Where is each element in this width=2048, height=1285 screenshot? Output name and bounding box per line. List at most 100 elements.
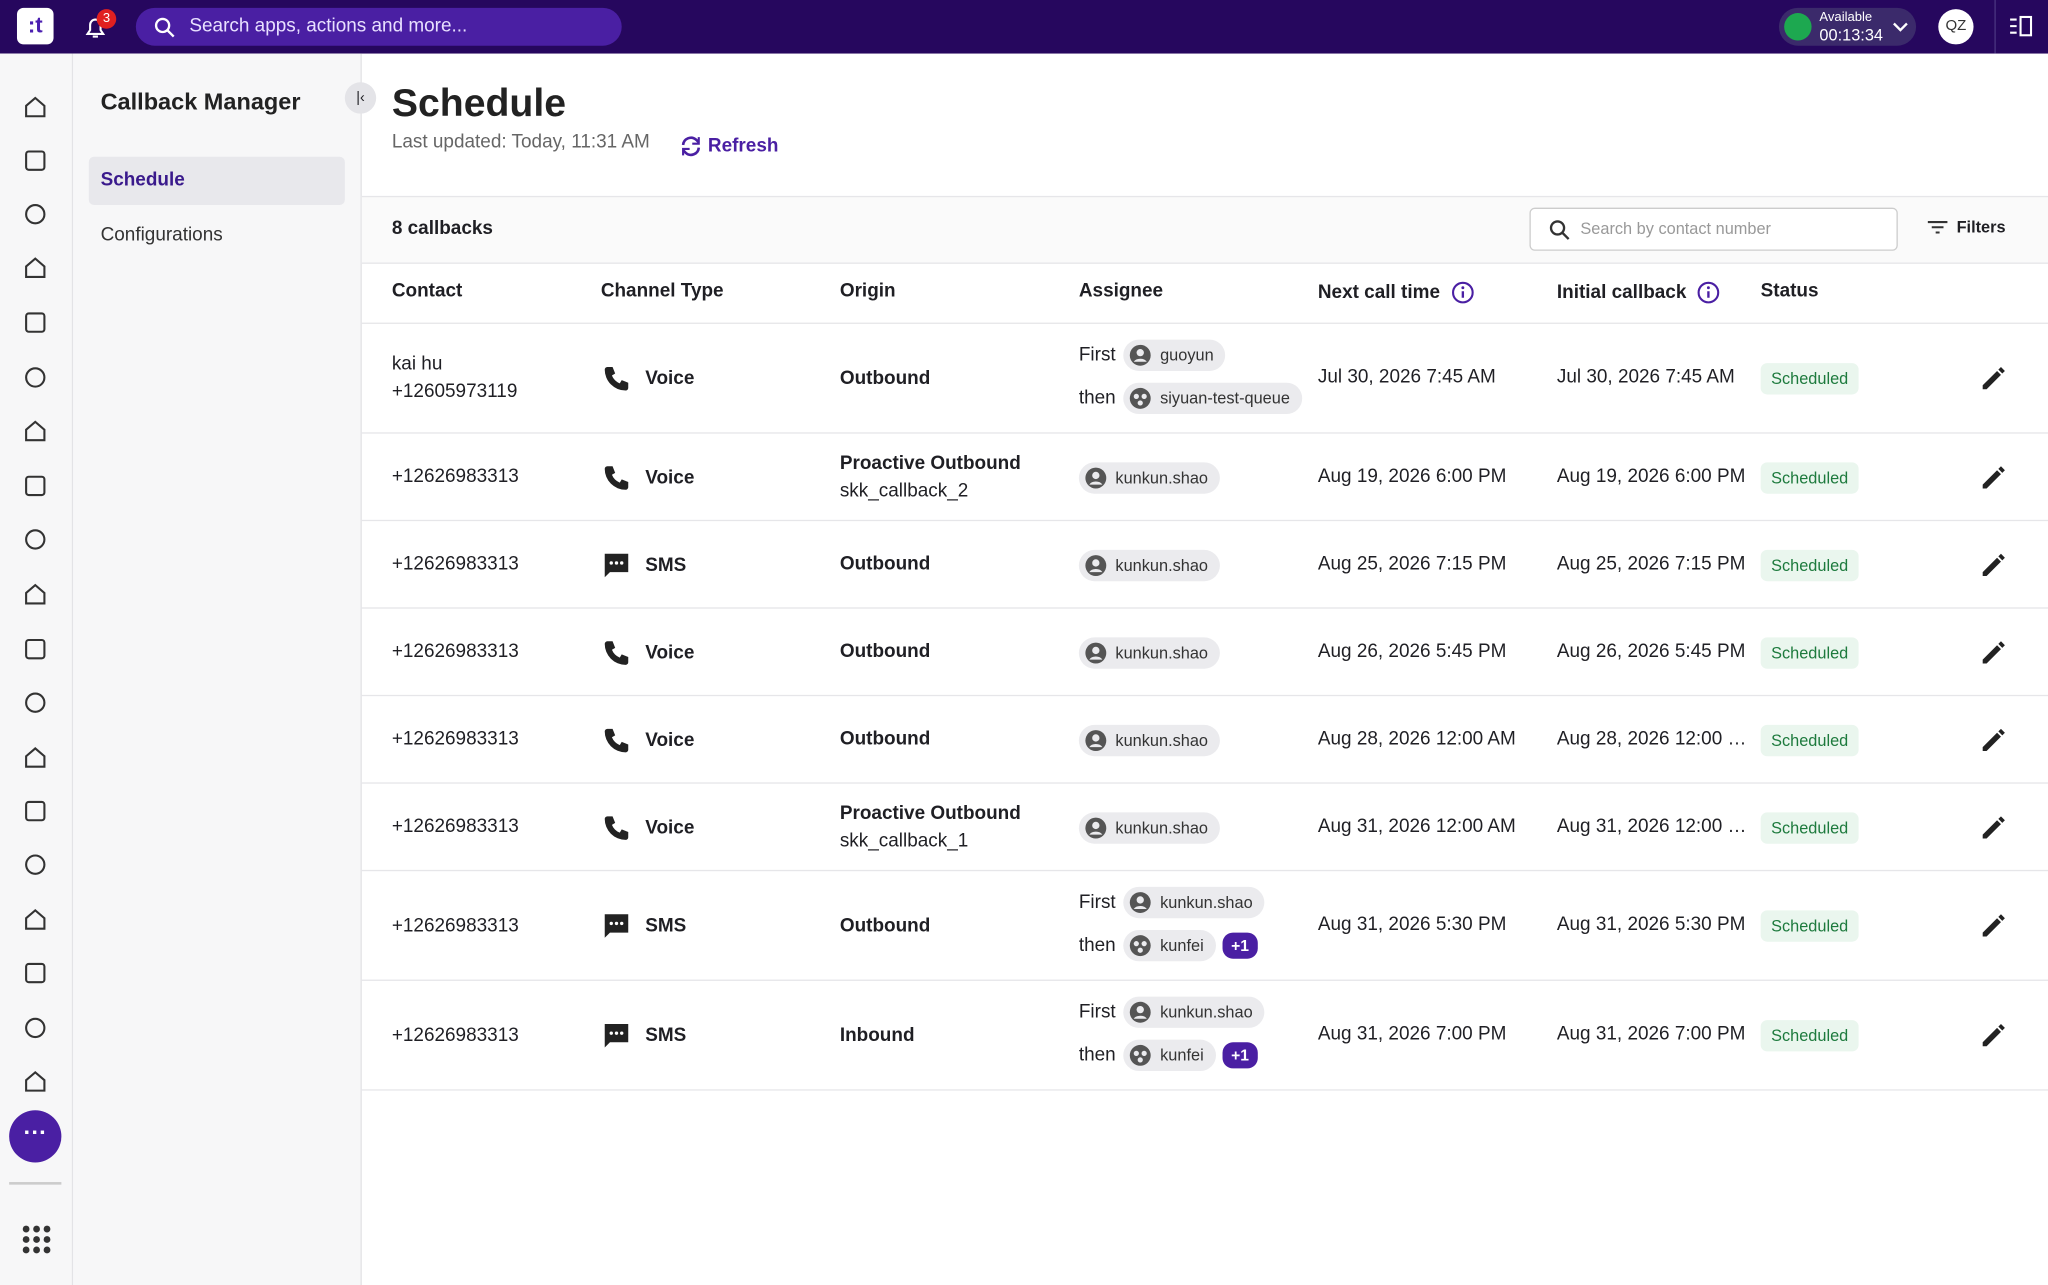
rail-icon[interactable] — [22, 690, 48, 716]
rail-icon[interactable] — [22, 636, 48, 662]
contact-text: +12626983313 — [391, 728, 519, 750]
column-header: Status — [1761, 281, 1819, 302]
rail-icon[interactable] — [22, 906, 48, 932]
rail-icon[interactable] — [22, 581, 48, 607]
nav-item: Schedule — [100, 169, 185, 191]
avatar[interactable]: QZ — [1938, 9, 1974, 45]
channel-text: Voice — [645, 641, 695, 663]
rail-icon[interactable] — [22, 526, 48, 552]
initial-callback: Aug 25, 2026 7:15 PM — [1556, 553, 1746, 575]
filters-button[interactable]: Filters — [1925, 218, 2006, 236]
user-icon — [1085, 729, 1107, 751]
table-row — [361, 871, 2048, 981]
search-placeholder: Search apps, actions and more... — [189, 15, 468, 37]
refresh-icon — [681, 136, 701, 157]
assignee-order: First — [1078, 344, 1116, 366]
next-call-time: Aug 28, 2026 12:00 AM — [1317, 728, 1516, 750]
contact-text: +12605973119 — [391, 381, 518, 403]
initial-callback: Aug 26, 2026 5:45 PM — [1556, 640, 1746, 662]
status-selector[interactable]: Available 00:13:34 — [1778, 7, 1917, 46]
panel-icon[interactable] — [2008, 14, 2034, 38]
origin-cell: Inbound — [840, 1022, 915, 1049]
next-call-time: Aug 31, 2026 5:30 PM — [1317, 914, 1507, 936]
assignee-chip: kunkun.shao — [1123, 996, 1265, 1028]
rail-icon[interactable] — [22, 1068, 48, 1094]
refresh-button[interactable]: Refresh — [677, 132, 778, 161]
group-icon — [1130, 1044, 1151, 1066]
rail-icon[interactable] — [22, 148, 48, 174]
channel-icon — [604, 367, 629, 391]
more-apps[interactable]: ··· — [9, 1110, 62, 1163]
rail-icon[interactable] — [22, 201, 48, 227]
assignee-line: then kunfei +1 — [1079, 1039, 1259, 1072]
origin-cell: Outbound — [840, 726, 930, 753]
contact-cell: kai hu +12605973119 — [392, 351, 518, 406]
initial-callback: Aug 19, 2026 6:00 PM — [1556, 465, 1746, 487]
assignee-chip: kunfei — [1123, 1039, 1216, 1072]
channel-icon — [604, 640, 629, 665]
top-bar: :t 3 Search apps, actions and more... Av… — [0, 0, 2048, 54]
edit-button[interactable] — [1979, 726, 2008, 755]
rail-icon[interactable] — [22, 310, 48, 336]
table-row — [361, 609, 2048, 697]
assignee-name: kunfei — [1160, 936, 1204, 955]
global-search[interactable]: Search apps, actions and more... — [135, 7, 622, 46]
status-dot — [1784, 13, 1812, 41]
rail-icon[interactable] — [22, 473, 48, 499]
nav-item[interactable]: Configurations — [100, 224, 223, 246]
table-row — [361, 324, 2048, 434]
rail-icon[interactable] — [22, 418, 48, 444]
rail-icon[interactable] — [22, 798, 48, 824]
status-badge: Scheduled — [1760, 636, 1859, 669]
initial-callback: Jul 30, 2026 7:45 AM — [1556, 367, 1735, 388]
assignee-order: then — [1078, 387, 1116, 409]
edit-button[interactable] — [1979, 364, 2008, 393]
rail-icon[interactable] — [22, 852, 48, 878]
user-icon — [1085, 466, 1107, 488]
contact-search[interactable]: Search by contact number — [1529, 207, 1898, 251]
assignee-chip: kunkun.shao — [1078, 549, 1220, 581]
column-header: Next call time — [1318, 281, 1474, 305]
status-timer: 00:13:34 — [1819, 26, 1883, 45]
edit-button[interactable] — [1979, 1021, 2008, 1050]
edit-button[interactable] — [1979, 813, 2008, 842]
origin-text: Outbound — [839, 914, 931, 936]
rail-icon[interactable] — [22, 364, 48, 390]
collapse-button[interactable]: |‹ — [344, 82, 377, 114]
assignee-line: kunkun.shao — [1078, 811, 1220, 844]
sidebar: Callback Manager |‹ Schedule Configurati… — [73, 53, 377, 1285]
rail-icon[interactable] — [22, 255, 48, 281]
column-header-label: Contact — [391, 280, 463, 302]
channel-text: Voice — [645, 368, 695, 390]
column-header: Initial callback — [1557, 281, 1720, 305]
edit-button[interactable] — [1979, 463, 2008, 492]
rail-icon[interactable] — [22, 94, 48, 120]
channel-cell: Voice — [601, 812, 694, 843]
edit-button[interactable] — [1979, 551, 2008, 580]
assignee-extra: +1 — [1221, 1042, 1259, 1069]
table-row — [361, 434, 2048, 522]
app-rail: ··· — [0, 53, 74, 1285]
channel-icon — [604, 1023, 629, 1048]
assignee-name: kunkun.shao — [1160, 1003, 1253, 1022]
callback-count: 8 callbacks — [391, 218, 493, 240]
channel-icon — [604, 465, 629, 490]
edit-button[interactable] — [1979, 638, 2008, 667]
origin-text: Inbound — [839, 1024, 915, 1046]
nav-active[interactable]: Schedule — [88, 156, 345, 206]
origin-text: Outbound — [839, 367, 931, 389]
rail-icon[interactable] — [22, 744, 48, 770]
edit-button[interactable] — [1979, 912, 2008, 941]
assignee-order: First — [1078, 1001, 1116, 1023]
assignee-order: then — [1078, 935, 1116, 957]
initial-callback: Aug 28, 2026 12:00 … — [1556, 728, 1747, 750]
logo[interactable]: :t — [16, 7, 54, 45]
origin-cell: Proactive Outbound skk_callback_2 — [840, 450, 1021, 505]
column-header: Channel Type — [601, 281, 724, 302]
contact-text: kai hu — [391, 353, 443, 375]
rail-icon[interactable] — [22, 1015, 48, 1041]
table-row — [361, 521, 2048, 609]
rail-icon[interactable] — [22, 960, 48, 986]
divider — [1994, 0, 1996, 54]
